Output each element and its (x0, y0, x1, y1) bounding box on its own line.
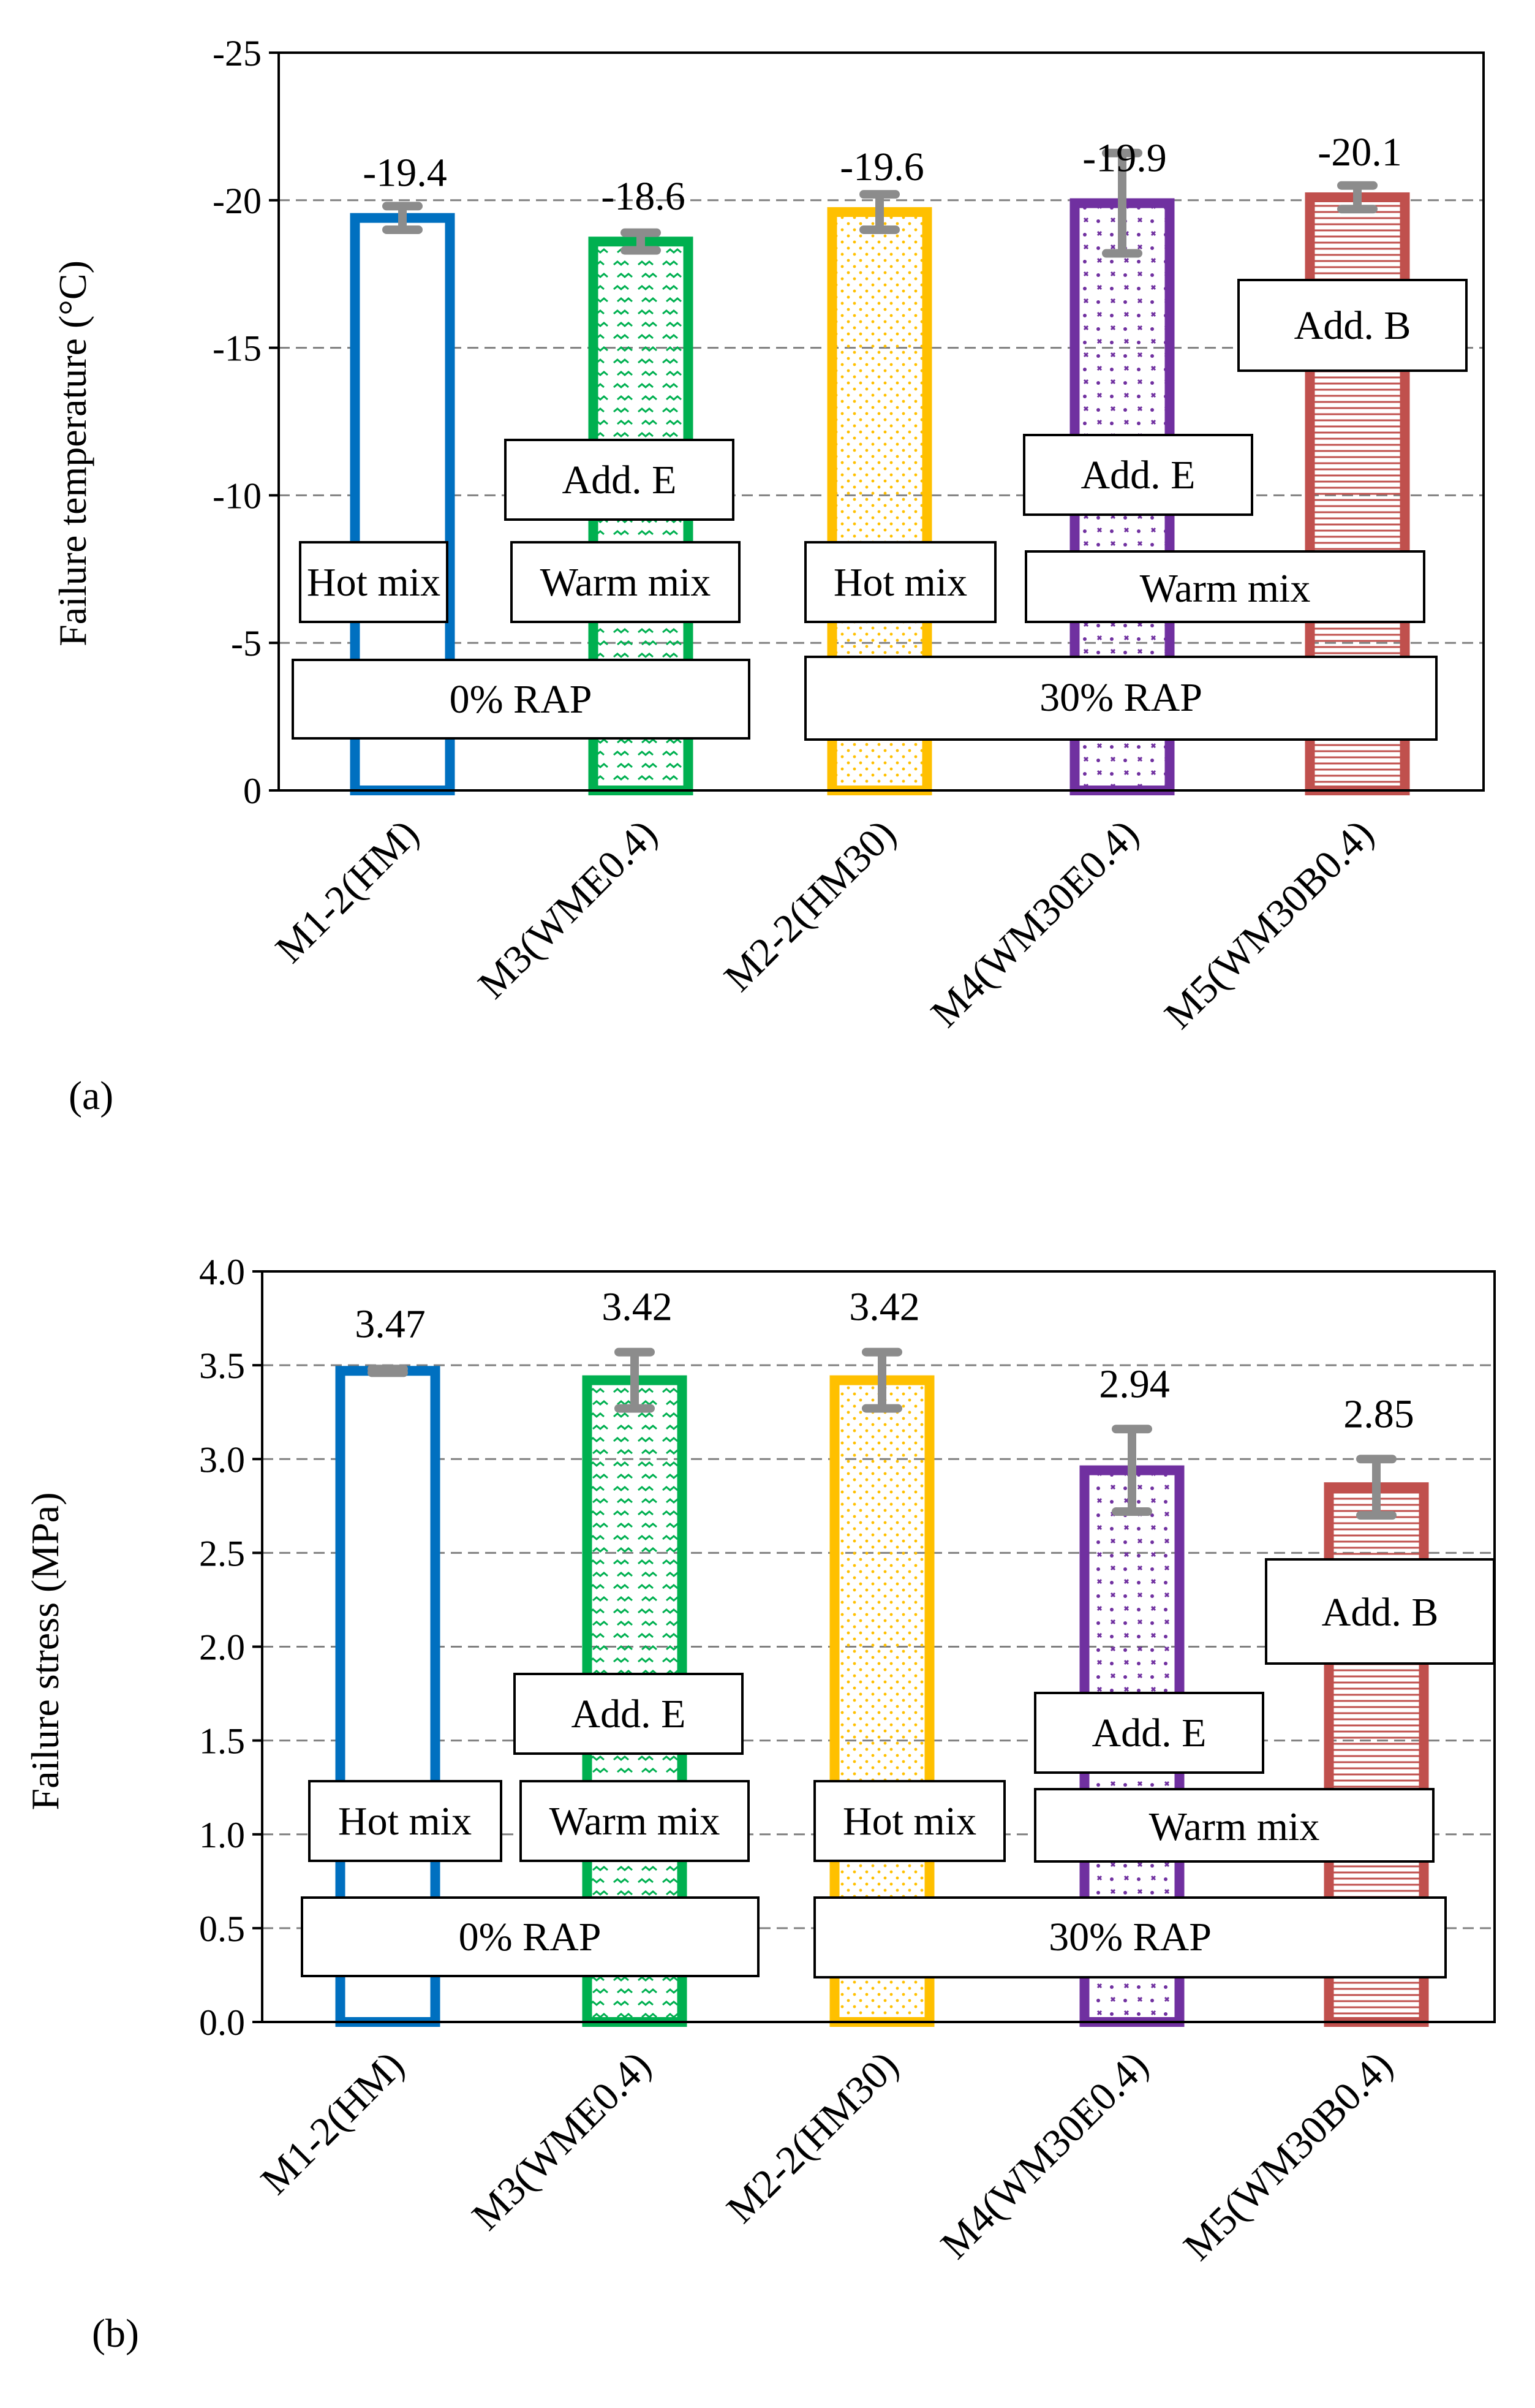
error-bar-M4(WM30E0.4) (1112, 1425, 1152, 1516)
x-tick-label: M5(WM30B0.4) (1175, 2043, 1401, 2269)
x-axis-category-labels: M1-2(HM) M3(WME0.4) M2-2(HM30) M4(WM30E0.4)… (267, 811, 1382, 1037)
x-axis-category-labels: M1-2(HM) M3(WME0.4) M2-2(HM30) M4(WM30E0.4)… (252, 2043, 1401, 2269)
x-tick-label: M1-2(HM) (267, 811, 428, 972)
svg-text:Add. B: Add. B (1294, 303, 1411, 348)
svg-text:Add. E: Add. E (1092, 1711, 1207, 1755)
y-tick-label: 4.0 (199, 1252, 245, 1292)
value-label: -20.1 (1318, 130, 1401, 175)
chart-panel-b: 3.47 3.42 3.42 2.94 2.85 0.0 0.5 1.0 1.5 2.0 2.5 3… (23, 1252, 1496, 2356)
annotation-add-e-2: Add. E (1034, 1692, 1264, 1774)
value-label: 2.94 (1099, 1361, 1170, 1406)
annotation-30-rap: 30% RAP (804, 656, 1438, 741)
y-tick-label: -25 (213, 33, 262, 74)
x-tick-label: M1-2(HM) (252, 2043, 413, 2203)
error-bar-M2-2(HM30) (859, 190, 900, 234)
value-label: 3.42 (602, 1285, 673, 1330)
x-tick-label: M4(WM30E0.4) (922, 811, 1147, 1036)
svg-text:Hot mix: Hot mix (834, 560, 967, 605)
value-label: 2.85 (1343, 1391, 1414, 1436)
error-bar-M1-2(HM) (382, 202, 423, 234)
y-tick-label: 0.5 (199, 1909, 245, 1949)
svg-text:Warm mix: Warm mix (1140, 566, 1311, 611)
error-bar-M4(WM30E0.4) (1102, 148, 1142, 258)
annotation-hot-mix-2: Hot mix (804, 541, 997, 623)
error-bar-M1-2(HM) (368, 1365, 408, 1377)
error-bar-M3(WME0.4) (614, 1347, 655, 1413)
svg-text:0% RAP: 0% RAP (459, 1915, 602, 1959)
value-label: 3.47 (355, 1301, 426, 1346)
error-bar-M3(WME0.4) (620, 228, 661, 255)
annotation-30-rap: 30% RAP (813, 1896, 1447, 1978)
y-axis-title: Failure temperature (°C) (51, 260, 94, 646)
annotation-warm-mix-1: Warm mix (519, 1780, 750, 1862)
annotation-add-e-1: Add. E (504, 439, 734, 521)
annotation-warm-mix-1: Warm mix (510, 541, 741, 623)
error-bars (368, 1347, 1397, 1520)
annotation-add-e-2: Add. E (1023, 434, 1253, 516)
y-axis-ticks: 0.0 0.5 1.0 1.5 2.0 2.5 3.0 3.5 4.0 (199, 1252, 262, 2043)
x-tick-label: M2-2(HM30) (718, 2043, 907, 2232)
annotation-warm-mix-2: Warm mix (1025, 550, 1425, 623)
y-tick-label: 0.0 (199, 2002, 245, 2043)
plot-frame (277, 51, 1485, 792)
value-label: -19.9 (1082, 136, 1166, 181)
svg-text:30% RAP: 30% RAP (1039, 675, 1202, 720)
error-bars (382, 148, 1378, 258)
x-tick-label: M3(WME0.4) (470, 811, 666, 1007)
value-labels: -19.4 -18.6 -19.6 -19.9 -20.1 (363, 130, 1401, 219)
svg-text:Add. E: Add. E (562, 458, 677, 502)
y-tick-label: 1.0 (199, 1815, 245, 1855)
x-tick-label: M3(WME0.4) (464, 2043, 660, 2239)
y-tick-label: 3.0 (199, 1439, 245, 1480)
x-tick-label: M5(WM30B0.4) (1156, 811, 1382, 1037)
svg-text:Add. B: Add. B (1322, 1590, 1439, 1635)
svg-text:Warm mix: Warm mix (549, 1799, 720, 1844)
y-tick-label: -15 (213, 328, 262, 369)
svg-text:0% RAP: 0% RAP (450, 677, 592, 722)
y-tick-label: 3.5 (199, 1346, 245, 1386)
y-tick-label: 2.0 (199, 1627, 245, 1668)
annotation-hot-mix-2: Hot mix (813, 1780, 1006, 1862)
svg-text:Add. E: Add. E (1081, 453, 1196, 498)
value-label: -18.6 (601, 174, 685, 219)
error-bar-M2-2(HM30) (862, 1347, 902, 1413)
x-tick-label: M4(WM30E0.4) (932, 2043, 1157, 2268)
annotation-hot-mix-1: Hot mix (299, 541, 448, 623)
y-axis-title: Failure stress (MPa) (23, 1492, 67, 1810)
svg-text:Add. E: Add. E (571, 1692, 686, 1736)
y-tick-label: 0 (243, 771, 262, 811)
value-label: 3.42 (849, 1285, 920, 1330)
svg-text:Hot mix: Hot mix (338, 1799, 472, 1844)
y-tick-label: 1.5 (199, 1721, 245, 1762)
value-label: -19.4 (363, 151, 447, 195)
annotation-0-rap: 0% RAP (292, 659, 750, 740)
x-tick-label: M2-2(HM30) (715, 811, 904, 1000)
y-tick-label: -20 (213, 181, 262, 221)
svg-text:Warm mix: Warm mix (1149, 1804, 1320, 1849)
value-labels: 3.47 3.42 3.42 2.94 2.85 (355, 1285, 1414, 1437)
svg-text:30% RAP: 30% RAP (1049, 1915, 1212, 1959)
y-axis-ticks: 0 -5 -10 -15 -20 -25 (213, 33, 279, 811)
error-bar-M5(WM30B0.4) (1337, 181, 1378, 214)
y-tick-label: -10 (213, 475, 262, 516)
annotation-add-b: Add. B (1237, 279, 1468, 372)
panel-label-b: (b) (92, 2311, 139, 2356)
annotation-add-b: Add. B (1265, 1558, 1495, 1665)
annotation-warm-mix-2: Warm mix (1034, 1788, 1435, 1863)
y-tick-label: -5 (231, 623, 262, 664)
panel-label-a: (a) (69, 1073, 113, 1118)
svg-text:Warm mix: Warm mix (540, 560, 711, 605)
annotation-0-rap: 0% RAP (301, 1896, 760, 1977)
chart-panel-a: -19.4 -18.6 -19.6 -19.9 -20.1 0 -5 -10 -15 -20 -2… (51, 33, 1485, 1118)
svg-text:Hot mix: Hot mix (307, 560, 440, 605)
value-label: -19.6 (840, 145, 924, 189)
annotation-add-e-1: Add. E (513, 1673, 744, 1755)
annotation-hot-mix-1: Hot mix (308, 1780, 502, 1862)
error-bar-M5(WM30B0.4) (1356, 1455, 1397, 1520)
y-tick-label: 2.5 (199, 1533, 245, 1573)
svg-text:Hot mix: Hot mix (843, 1799, 976, 1844)
